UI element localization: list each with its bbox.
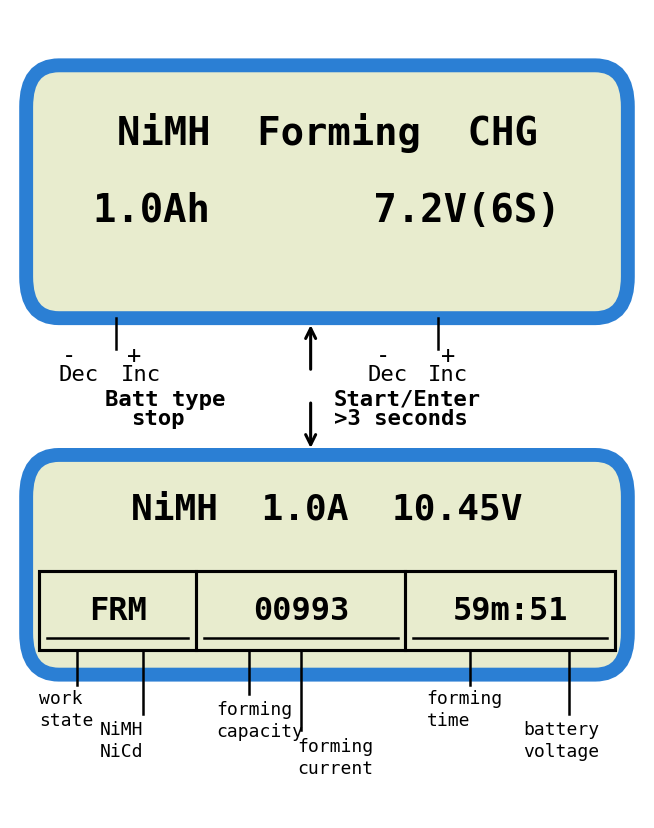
FancyBboxPatch shape xyxy=(26,455,628,675)
Text: NiMH  1.0A  10.45V: NiMH 1.0A 10.45V xyxy=(131,492,523,527)
Text: Batt type: Batt type xyxy=(105,389,225,409)
Text: Inc: Inc xyxy=(121,364,161,384)
Text: +: + xyxy=(127,344,141,368)
Text: FRM: FRM xyxy=(89,595,146,626)
Text: -: - xyxy=(61,344,76,368)
Bar xyxy=(39,571,196,650)
Text: 1.0Ah       7.2V(6S): 1.0Ah 7.2V(6S) xyxy=(94,192,560,230)
Text: Dec: Dec xyxy=(368,364,407,384)
Text: forming
capacity: forming capacity xyxy=(216,700,303,739)
Text: >3 seconds: >3 seconds xyxy=(334,409,468,429)
Text: NiMH
NiCd: NiMH NiCd xyxy=(99,720,143,760)
Bar xyxy=(39,571,615,650)
Text: 00993: 00993 xyxy=(252,595,349,626)
Text: forming
time: forming time xyxy=(426,689,502,729)
FancyBboxPatch shape xyxy=(26,66,628,319)
Bar xyxy=(196,571,405,650)
Text: forming
current: forming current xyxy=(298,737,373,777)
Text: NiMH  Forming  CHG: NiMH Forming CHG xyxy=(116,113,538,152)
Text: +: + xyxy=(441,344,455,368)
Text: battery
voltage: battery voltage xyxy=(523,720,599,760)
Text: stop: stop xyxy=(131,409,184,429)
Text: -: - xyxy=(375,344,390,368)
Bar xyxy=(405,571,615,650)
Text: Start/Enter: Start/Enter xyxy=(334,389,481,409)
Text: Inc: Inc xyxy=(428,364,468,384)
Text: Dec: Dec xyxy=(59,364,99,384)
Text: work
state: work state xyxy=(39,689,94,729)
Text: 59m:51: 59m:51 xyxy=(453,595,568,626)
